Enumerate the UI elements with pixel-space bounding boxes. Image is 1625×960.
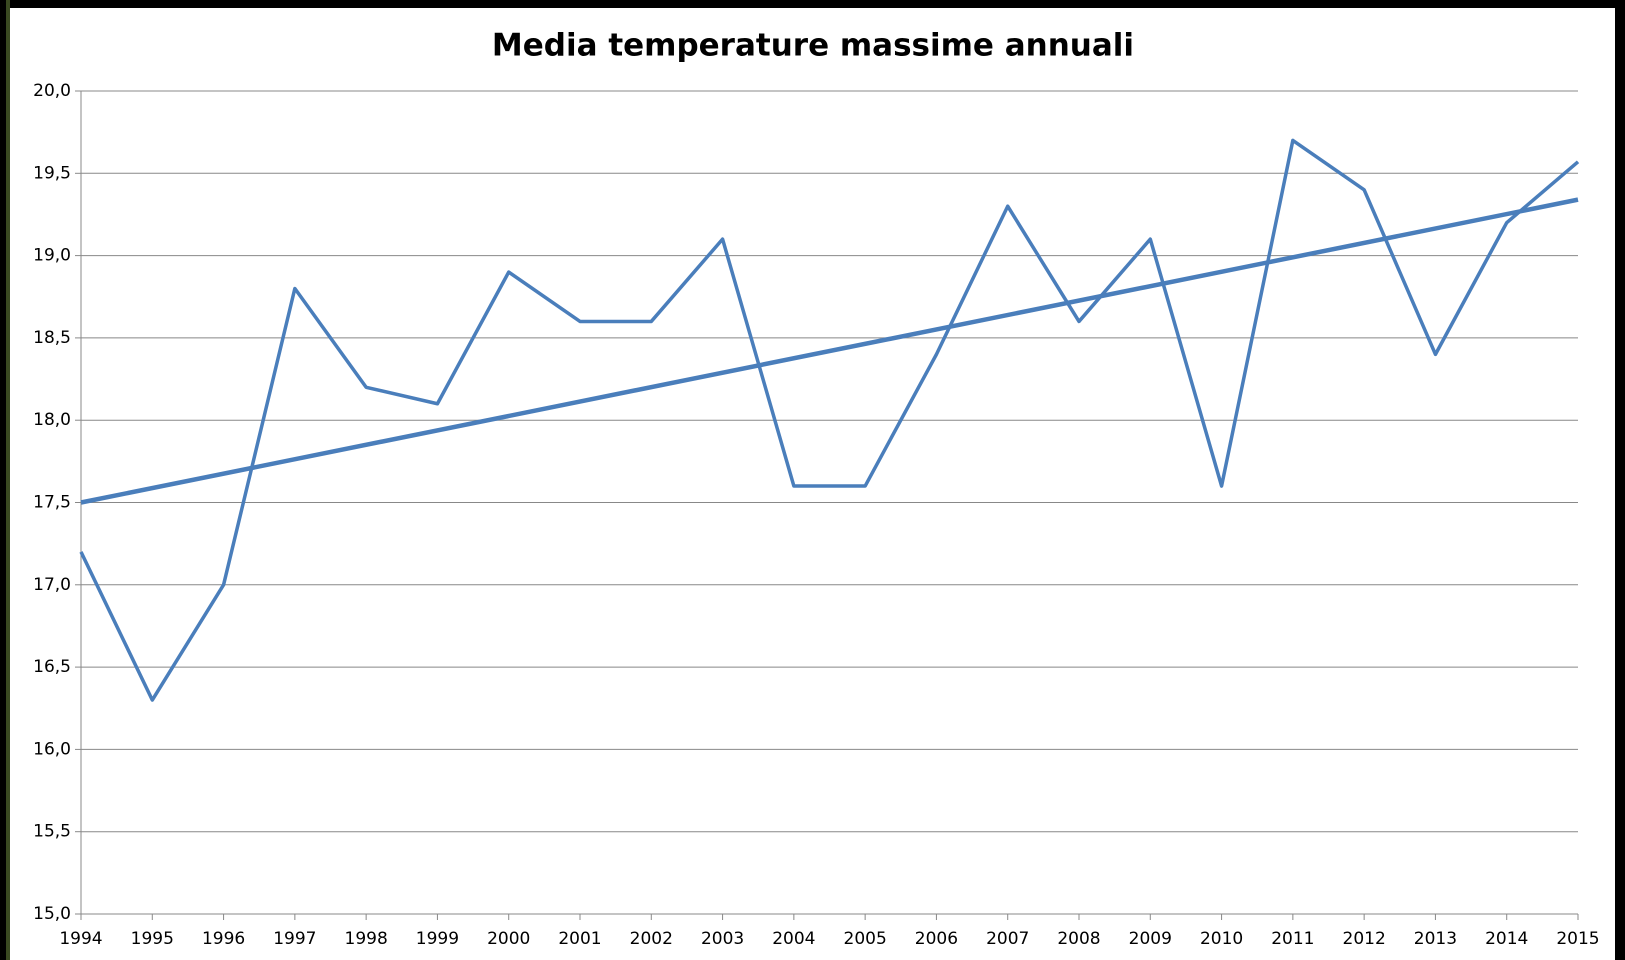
x-tick-label: 1999 bbox=[416, 929, 459, 949]
trend-line bbox=[80, 197, 1579, 505]
x-tick-label: 2004 bbox=[772, 929, 815, 949]
x-tick-label: 2015 bbox=[1556, 929, 1599, 949]
x-tick-label: 1994 bbox=[59, 929, 102, 949]
y-tick-label: 17,0 bbox=[33, 575, 71, 595]
x-tick-label: 1997 bbox=[273, 929, 316, 949]
x-tick-label: 2013 bbox=[1414, 929, 1457, 949]
y-tick-label: 16,0 bbox=[33, 739, 71, 759]
y-tick-label: 18,0 bbox=[33, 410, 71, 430]
y-tick-label: 15,0 bbox=[33, 904, 71, 924]
y-tick-label: 18,5 bbox=[33, 328, 71, 348]
x-tick-label: 2012 bbox=[1343, 929, 1386, 949]
chart-title: Media temperature massime annuali bbox=[492, 28, 1134, 64]
y-tick-label: 16,5 bbox=[33, 657, 71, 677]
y-tick-label: 20,0 bbox=[33, 81, 71, 101]
x-tick-label: 1998 bbox=[345, 929, 388, 949]
x-tick-label: 1996 bbox=[202, 929, 245, 949]
y-tick-label: 19,0 bbox=[33, 246, 71, 266]
x-tick-label: 2010 bbox=[1200, 929, 1243, 949]
x-tick-label: 2007 bbox=[986, 929, 1029, 949]
chart-area bbox=[10, 8, 1615, 960]
x-tick-label: 2003 bbox=[701, 929, 744, 949]
y-tick-label: 15,5 bbox=[33, 822, 71, 842]
x-tick-label: 2011 bbox=[1271, 929, 1314, 949]
x-tick-label: 2009 bbox=[1129, 929, 1172, 949]
data-line bbox=[79, 138, 1580, 702]
frame-edge bbox=[6, 0, 10, 960]
x-tick-label: 1995 bbox=[131, 929, 174, 949]
x-tick-label: 2008 bbox=[1057, 929, 1100, 949]
x-tick-label: 2002 bbox=[630, 929, 673, 949]
y-tick-label: 19,5 bbox=[33, 163, 71, 183]
x-tick-label: 2001 bbox=[558, 929, 601, 949]
x-tick-label: 2005 bbox=[844, 929, 887, 949]
x-tick-label: 2000 bbox=[487, 929, 530, 949]
y-tick-label: 17,5 bbox=[33, 493, 71, 513]
x-tick-label: 2006 bbox=[915, 929, 958, 949]
x-tick-label: 2014 bbox=[1485, 929, 1528, 949]
